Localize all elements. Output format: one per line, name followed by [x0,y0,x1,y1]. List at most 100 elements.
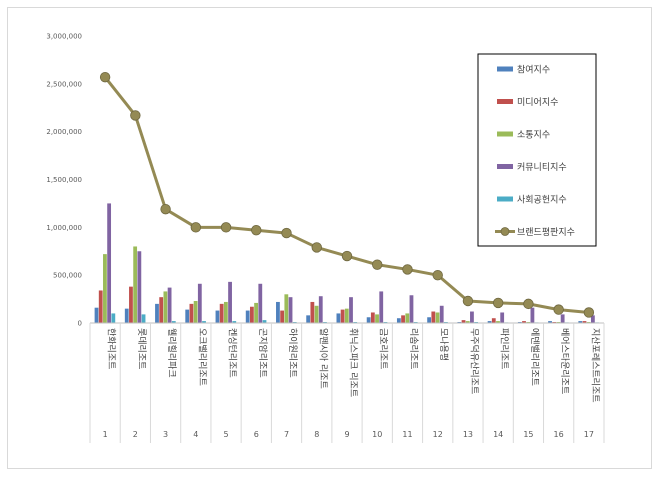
legend-label: 소통지수 [517,130,550,141]
category-number-label: 10 [372,430,382,439]
bar-미디어지수 [129,286,133,323]
bar-참여지수 [427,317,432,323]
bar-커뮤니티지수 [590,315,595,323]
bar-미디어지수 [249,306,254,323]
bar-사회공헌지수 [202,321,206,323]
bar-커뮤니티지수 [137,251,142,323]
bar-소통지수 [496,321,500,323]
legend-swatch [497,66,513,72]
bar-참여지수 [276,301,280,323]
bar-참여지수 [124,308,129,323]
category-name-label: 지산포레스트리조트 [589,328,600,403]
bar-커뮤니티지수 [500,312,505,323]
x-axis: 한화리조트 1 롯데리조트 2 웰리힐리파크 3 오크밸리리조트 4 켄싱턴리조트 5 곤지암리조트… [89,322,605,443]
bar-참여지수 [155,303,159,323]
category-name-label: 금호리조트 [378,328,389,369]
line-point-브랜드평판지수 [372,259,383,270]
bar-참여지수 [366,317,371,323]
bar-커뮤니티지수 [197,283,202,323]
y-tick-label: 1,500,000 [46,176,82,184]
category-number-label: 6 [254,430,259,439]
category-name-label: 롯데리조트 [136,328,147,369]
bar-소통지수 [223,301,228,323]
bar-소통지수 [435,312,440,323]
bar-참여지수 [215,310,220,323]
y-tick-label: 2,000,000 [46,128,82,136]
bar-미디어지수 [310,301,315,323]
legend-label: 사회공헌지수 [517,195,567,206]
category-name-label: 무주덕유산리조트 [468,328,479,394]
legend-label: 브랜드평판지수 [517,227,575,238]
bar-미디어지수 [370,312,375,323]
line-point-브랜드평판지수 [402,264,413,275]
category-number-label: 4 [193,430,198,439]
category-number-label: 16 [554,430,564,439]
category-number-label: 7 [284,430,289,439]
bar-참여지수 [336,313,341,323]
category-name-label: 오크밸리리조트 [196,328,207,386]
line-point-브랜드평판지수 [553,304,564,315]
line-point-브랜드평판지수 [220,222,232,233]
category-number-label: 5 [224,430,229,439]
category-name-label: 모나용평 [438,328,449,361]
bar-사회공헌지수 [232,321,237,323]
category-number-label: 9 [344,430,349,439]
category-number-label: 11 [402,430,412,439]
line-point-브랜드평판지수 [99,71,111,83]
category-name-label: 곤지암리조트 [257,328,269,378]
category-name-label: 알펜시아 리조트 [317,328,328,389]
legend-swatch [497,131,513,137]
category-name-label: 하이원리조트 [287,328,298,378]
bar-미디어지수 [159,297,164,323]
line-point-브랜드평판지수 [311,242,322,253]
category-number-label: 12 [433,430,443,439]
bar-미디어지수 [461,320,466,323]
category-number-label: 17 [584,430,594,439]
bar-커뮤니티지수 [470,311,474,323]
bar-참여지수 [548,321,552,323]
legend-label: 미디어지수 [517,97,558,108]
bar-소통지수 [405,313,410,323]
bar-커뮤니티지수 [318,296,323,323]
bar-미디어지수 [98,290,103,323]
line-point-브랜드평판지수 [190,222,202,233]
category-name-label: 리솜리조트 [408,328,419,369]
bar-소통지수 [314,305,319,323]
line-point-브랜드평판지수 [523,298,534,310]
category-name-label: 웰리힐리파크 [166,328,178,378]
y-tick-label: 1,000,000 [46,224,82,232]
bar-미디어지수 [340,309,345,323]
bar-소통지수 [375,314,379,323]
category-name-label: 켄싱턴리조트 [227,328,238,378]
category-name-label: 파인리조트 [499,328,510,369]
bar-소통지수 [163,291,168,323]
y-tick-label: 0 [78,320,82,328]
bar-커뮤니티지수 [439,305,444,323]
bar-커뮤니티지수 [228,281,232,323]
y-tick-label: 500,000 [53,272,82,280]
bar-미디어지수 [522,321,526,323]
bar-미디어지수 [219,303,224,323]
legend-label: 참여지수 [517,64,550,76]
category-number-label: 15 [523,430,533,439]
bar-소통지수 [193,301,198,323]
bar-커뮤니티지수 [258,283,263,323]
bar-커뮤니티지수 [167,287,172,323]
category-name-label: 베어스타운리조트 [559,328,570,394]
line-point-브랜드평판지수 [462,295,474,307]
line-point-브랜드평판지수 [160,203,171,215]
bar-커뮤니티지수 [409,295,414,323]
y-tick-label: 3,000,000 [46,33,82,41]
bar-참여지수 [94,307,99,323]
line-point-브랜드평판지수 [130,110,141,121]
bar-미디어지수 [431,311,436,323]
line-point-브랜드평판지수 [281,227,292,239]
category-name-label: 에덴밸리리조트 [529,328,540,386]
legend-swatch-marker [500,227,510,236]
bar-참여지수 [306,315,311,323]
bar-참여지수 [185,309,190,323]
bar-사회공헌지수 [141,314,146,323]
bar-미디어지수 [491,318,496,323]
